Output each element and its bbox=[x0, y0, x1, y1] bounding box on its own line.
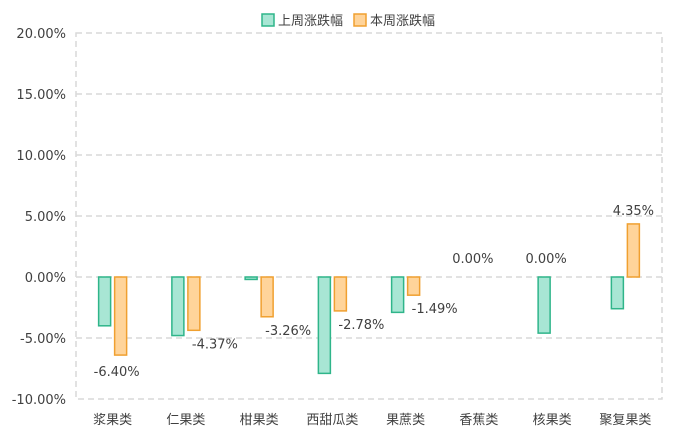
bar-this-week bbox=[333, 276, 348, 312]
bar-this-week bbox=[113, 276, 128, 356]
x-category-label: 仁果类 bbox=[166, 413, 205, 428]
y-tick-label: 0.00% bbox=[25, 271, 66, 286]
legend-label: 上周涨跌幅 bbox=[278, 13, 343, 29]
bar-last-week bbox=[610, 276, 625, 310]
data-label: -3.26% bbox=[265, 324, 311, 339]
x-category-label: 柑果类 bbox=[240, 413, 279, 428]
x-category-label: 浆果类 bbox=[93, 413, 132, 428]
bar-this-week bbox=[626, 223, 641, 278]
y-tick-label: 5.00% bbox=[25, 210, 66, 225]
bar-this-week bbox=[406, 276, 421, 296]
y-tick-label: -5.00% bbox=[20, 332, 66, 347]
y-tick-label: 10.00% bbox=[16, 149, 66, 164]
bar-last-week bbox=[171, 276, 185, 337]
legend-label: 本周涨跌幅 bbox=[370, 13, 435, 29]
bar-this-week bbox=[187, 276, 201, 332]
x-category-label: 核果类 bbox=[533, 413, 572, 428]
legend-swatch bbox=[261, 13, 275, 27]
x-category-label: 果蔗类 bbox=[386, 413, 425, 428]
y-tick-label: 15.00% bbox=[16, 88, 66, 103]
bar-last-week bbox=[97, 276, 112, 327]
x-category-label: 西甜瓜类 bbox=[306, 412, 358, 428]
data-label: 0.00% bbox=[525, 252, 566, 267]
data-label: -1.49% bbox=[412, 302, 458, 317]
bar-last-week bbox=[317, 276, 332, 375]
data-label: 0.00% bbox=[452, 252, 493, 267]
y-tick-label: 20.00% bbox=[16, 27, 66, 42]
x-category-label: 香蕉类 bbox=[459, 413, 498, 428]
data-label: -2.78% bbox=[338, 318, 384, 333]
legend-swatch bbox=[353, 13, 367, 27]
y-tick-label: -10.00% bbox=[12, 393, 66, 408]
bar-this-week bbox=[260, 276, 274, 318]
data-label: -6.40% bbox=[94, 365, 140, 380]
bar-last-week bbox=[390, 276, 405, 314]
data-label: 4.35% bbox=[613, 204, 654, 219]
data-label: -4.37% bbox=[192, 337, 238, 352]
x-category-label: 聚复果类 bbox=[599, 413, 651, 428]
bar-last-week bbox=[244, 276, 258, 281]
bar-last-week bbox=[537, 276, 551, 334]
